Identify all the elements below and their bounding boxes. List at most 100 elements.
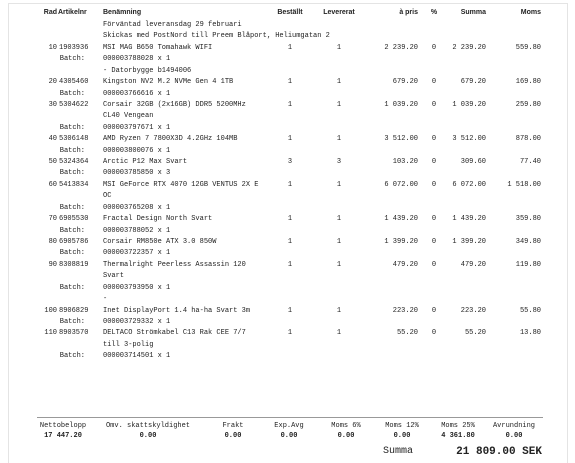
col-header: Benämning [103, 9, 142, 16]
col-header: Levererat [323, 9, 355, 16]
description: MSI MAG B650 Tomahawk WIFI [103, 43, 213, 52]
batch-number: 000003788052 x 1 [103, 226, 171, 235]
qty-ordered: 1 [287, 306, 293, 315]
batch-number: 000003797671 x 1 [103, 123, 171, 132]
qty-delivered: 1 [336, 180, 342, 189]
unit-price: 679.20 [392, 78, 418, 87]
line-total: 309.60 [460, 158, 486, 167]
qty-delivered: 1 [336, 135, 342, 144]
unit-price: 3 512.00 [384, 135, 418, 144]
footer-label: Moms 12% [385, 422, 419, 430]
discount: 0 [431, 306, 437, 315]
qty-delivered: 1 [336, 260, 342, 269]
qty-ordered: 1 [287, 237, 293, 246]
unit-price: 223.20 [392, 306, 418, 315]
batch-label: Batch: [59, 317, 85, 326]
batch-number: 000003788028 x 1 [103, 55, 171, 64]
footer-value: 0.00 [505, 432, 523, 440]
article-number: 1903936 [59, 43, 89, 52]
article-number: 6905530 [59, 215, 89, 224]
description: OC [103, 192, 112, 201]
description: Corsair 32GB (2x16GB) DDR5 5200MHz [103, 100, 246, 109]
line-vat: 359.80 [515, 215, 541, 224]
discount: 0 [431, 100, 437, 109]
batch-label: Batch: [59, 203, 85, 212]
unit-price: 1 399.20 [384, 237, 418, 246]
discount: 0 [431, 237, 437, 246]
item-note: - Datorbygge b1494006 [103, 66, 192, 75]
col-header: Rad [43, 9, 57, 16]
row-number: 70 [48, 215, 57, 224]
unit-price: 55.20 [396, 329, 418, 338]
row-number: 20 [48, 78, 57, 87]
page-border [8, 3, 568, 463]
unit-price: 2 239.20 [384, 43, 418, 52]
batch-number: 000003800076 x 1 [103, 146, 171, 155]
qty-ordered: 1 [287, 260, 293, 269]
batch-label: Batch: [59, 89, 85, 98]
footer-value: 0.00 [393, 432, 411, 440]
line-vat: 349.80 [515, 237, 541, 246]
line-total: 1 439.20 [452, 215, 486, 224]
qty-delivered: 1 [336, 78, 342, 87]
qty-ordered: 1 [287, 329, 293, 338]
delivery-note: Skickas med PostNord till Preem Blåport,… [103, 32, 330, 41]
article-number: 5324364 [59, 158, 89, 167]
batch-number: 000003729332 x 1 [103, 317, 171, 326]
discount: 0 [431, 260, 437, 269]
unit-price: 103.20 [392, 158, 418, 167]
qty-ordered: 1 [287, 43, 293, 52]
qty-ordered: 3 [287, 158, 293, 167]
description: MSI GeForce RTX 4070 12GB VENTUS 2X E [103, 180, 259, 189]
row-number: 30 [48, 100, 57, 109]
row-number: 80 [48, 237, 57, 246]
description: Thermalright Peerless Assassin 120 [103, 260, 246, 269]
batch-label: Batch: [59, 249, 85, 258]
discount: 0 [431, 329, 437, 338]
qty-delivered: 1 [336, 100, 342, 109]
unit-price: 1 439.20 [384, 215, 418, 224]
footer-value: 0.00 [139, 432, 157, 440]
row-number: 10 [48, 43, 57, 52]
article-number: 5413834 [59, 180, 89, 189]
col-header: Artikelnr [58, 9, 87, 16]
line-total: 2 239.20 [452, 43, 486, 52]
footer-value: 0.00 [337, 432, 355, 440]
line-vat: 559.80 [515, 43, 541, 52]
footer-label: Moms 25% [441, 422, 475, 430]
discount: 0 [431, 180, 437, 189]
qty-ordered: 1 [287, 78, 293, 87]
col-header: Summa [460, 9, 486, 16]
batch-number: 000003714501 x 1 [103, 352, 171, 361]
unit-price: 6 072.00 [384, 180, 418, 189]
line-total: 1 399.20 [452, 237, 486, 246]
footer-label: Exp.Avg [274, 422, 304, 430]
line-total: 3 512.00 [452, 135, 486, 144]
footer-label: Avrundning [492, 422, 535, 430]
qty-delivered: 1 [336, 306, 342, 315]
footer-value: 0.00 [280, 432, 298, 440]
description: Corsair RM850e ATX 3.0 850W [103, 237, 217, 246]
col-header: Beställt [277, 9, 303, 16]
row-number: 90 [48, 260, 57, 269]
description: CL40 Vengean [103, 112, 154, 121]
batch-number: 000003766616 x 1 [103, 89, 171, 98]
article-number: 8308819 [59, 260, 89, 269]
footer-value: 4 361.80 [441, 432, 475, 440]
qty-ordered: 1 [287, 180, 293, 189]
line-vat: 878.00 [515, 135, 541, 144]
qty-delivered: 1 [336, 43, 342, 52]
article-number: 5304622 [59, 100, 89, 109]
item-note: - [103, 295, 108, 304]
qty-ordered: 1 [287, 135, 293, 144]
footer-label: Frakt [222, 422, 244, 430]
qty-delivered: 1 [336, 215, 342, 224]
discount: 0 [431, 158, 437, 167]
description: Svart [103, 272, 125, 281]
batch-label: Batch: [59, 55, 85, 64]
row-number: 110 [44, 329, 57, 338]
batch-number: 000003785850 x 3 [103, 169, 171, 178]
row-number: 40 [48, 135, 57, 144]
footer-rule [37, 417, 543, 418]
